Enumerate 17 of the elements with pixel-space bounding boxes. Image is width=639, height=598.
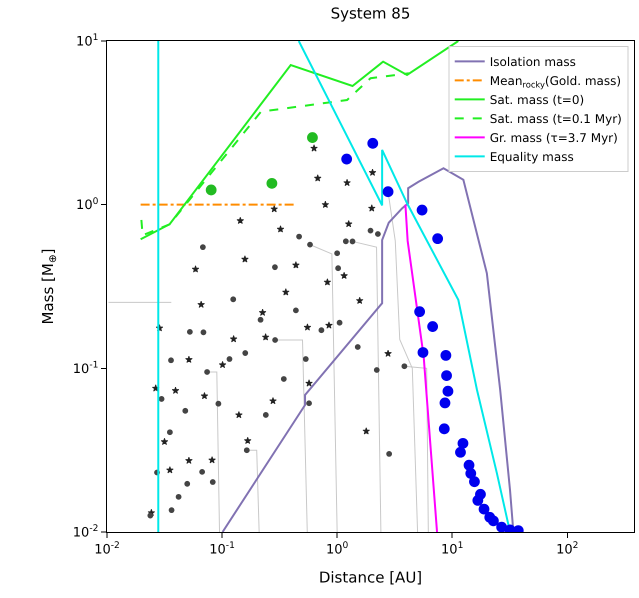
y-tick-label: 10$^{-1}$ [72, 360, 98, 377]
legend-label: Mean$_{rocky}$(Gold. mass) [490, 74, 622, 90]
x-tick-label: 10$^{-2}$ [94, 541, 120, 558]
y-tick-label: 10$^{1}$ [76, 33, 98, 50]
x-tick-label: 10$^{2}$ [556, 541, 578, 558]
legend-label: Sat. mass (t=0) [490, 93, 584, 108]
legend-label: Equality mass [490, 150, 574, 164]
x-tick-label: 10$^{0}$ [326, 541, 349, 558]
x-tick-label: 10$^{-1}$ [209, 541, 235, 558]
y-tick-label: 10$^{-2}$ [72, 524, 98, 541]
y-tick-label: 10$^{0}$ [76, 196, 99, 214]
x-tick-label: 10$^{1}$ [441, 541, 464, 558]
x-axis-title: Distance [AU] [318, 568, 422, 587]
legend-label: Isolation mass [490, 55, 576, 70]
chart-title: System 85 [330, 4, 410, 22]
legend-label: Gr. mass (τ=3.7 Myr) [490, 131, 618, 146]
legend-label: Sat. mass (t=0.1 Myr) [490, 112, 622, 126]
